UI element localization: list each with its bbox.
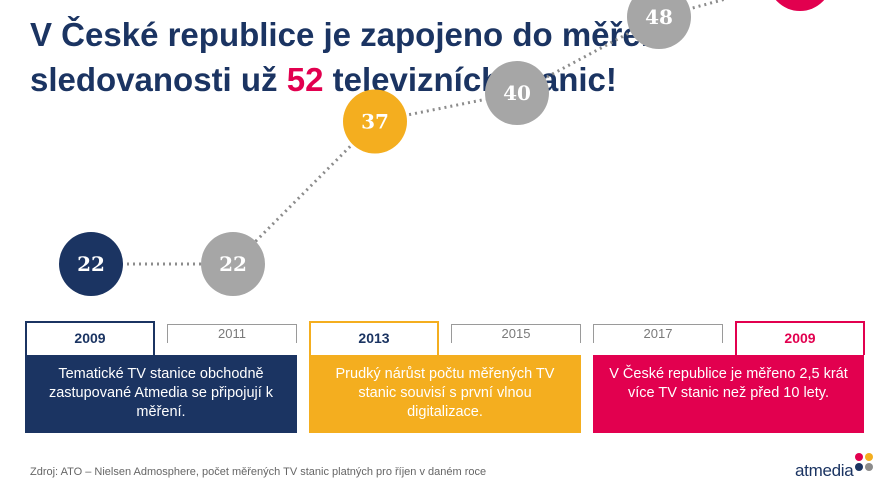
data-point-2017	[627, 0, 691, 49]
info-box-0: Tematické TV stanice obchodně zastupovan…	[25, 355, 297, 433]
year-label-3: 2015	[451, 324, 581, 343]
info-box-5: V České republice je měřeno 2,5 krát víc…	[593, 355, 864, 433]
logo-dot	[865, 463, 873, 471]
year-label-5: 2009	[735, 321, 865, 355]
data-point-2015	[485, 61, 549, 125]
data-point-2019	[775, 0, 825, 11]
data-label-2013: 37	[361, 110, 389, 134]
year-label-0: 2009	[25, 321, 155, 355]
year-label-2: 2013	[309, 321, 439, 355]
logo-dot	[855, 463, 863, 471]
source-note: Zdroj: ATO – Nielsen Admosphere, počet m…	[30, 466, 487, 478]
data-point-2009	[59, 232, 123, 296]
data-label-2011: 22	[219, 252, 247, 276]
logo-dot	[865, 453, 873, 461]
timeline-chart: 22 22 37 40 48 52	[59, 0, 825, 296]
data-point-2011	[201, 232, 265, 296]
series-line	[91, 0, 728, 266]
year-label-4: 2017	[593, 324, 723, 343]
logo-dots-icon	[855, 453, 873, 471]
logo-dot	[855, 453, 863, 461]
data-point-2013	[343, 89, 407, 154]
year-label-1: 2011	[167, 324, 297, 343]
title-part1: V České republice je zapojeno do měření …	[30, 16, 671, 98]
data-label-2015: 40	[503, 81, 531, 105]
data-label-2009: 22	[77, 252, 105, 276]
atmedia-logo: atmedia	[795, 461, 854, 480]
data-label-2017: 48	[645, 5, 673, 29]
title-highlight: 52	[286, 61, 324, 98]
info-box-2: Prudký nárůst počtu měřených TV stanic s…	[309, 355, 581, 433]
